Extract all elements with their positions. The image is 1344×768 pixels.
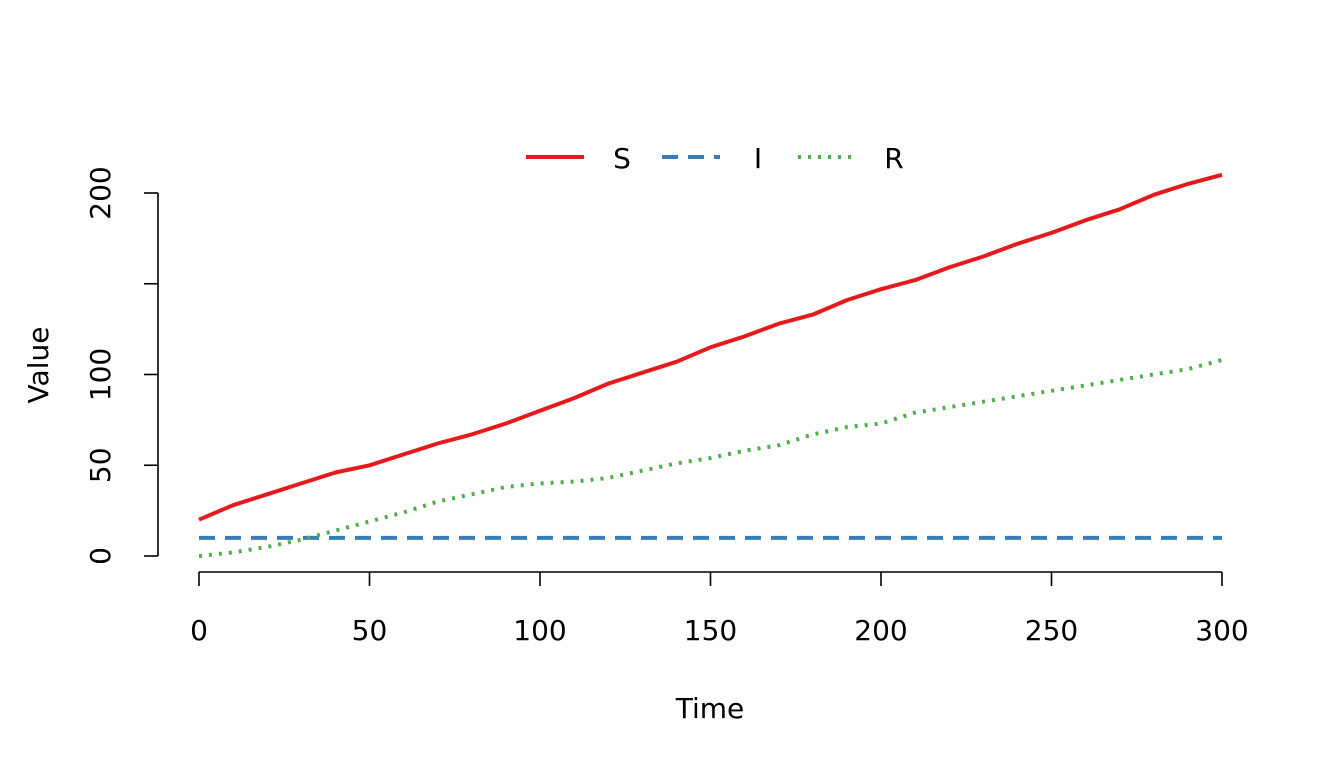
x-axis-title: Time bbox=[675, 692, 745, 725]
legend-label: I bbox=[754, 142, 762, 175]
x-tick-label: 50 bbox=[352, 614, 388, 647]
series-line-r bbox=[198, 358, 1223, 558]
legend-label: S bbox=[613, 142, 631, 175]
y-tick-label: 200 bbox=[84, 166, 117, 219]
y-axis-title: Value bbox=[22, 327, 55, 404]
plot-area bbox=[198, 172, 1223, 558]
x-tick-label: 150 bbox=[684, 614, 737, 647]
legend-label: R bbox=[884, 142, 903, 175]
x-tick-label: 0 bbox=[190, 614, 208, 647]
x-tick-label: 300 bbox=[1195, 614, 1248, 647]
x-tick-label: 250 bbox=[1025, 614, 1078, 647]
axes: 0 50 100 150 200 250 300 0 50 100 200 bbox=[84, 166, 1249, 647]
y-tick-label: 50 bbox=[84, 447, 117, 483]
x-tick-label: 200 bbox=[854, 614, 907, 647]
y-tick-label: 100 bbox=[84, 348, 117, 401]
x-tick-label: 100 bbox=[513, 614, 566, 647]
y-tick-label: 0 bbox=[84, 547, 117, 565]
series-line-s bbox=[198, 172, 1223, 522]
